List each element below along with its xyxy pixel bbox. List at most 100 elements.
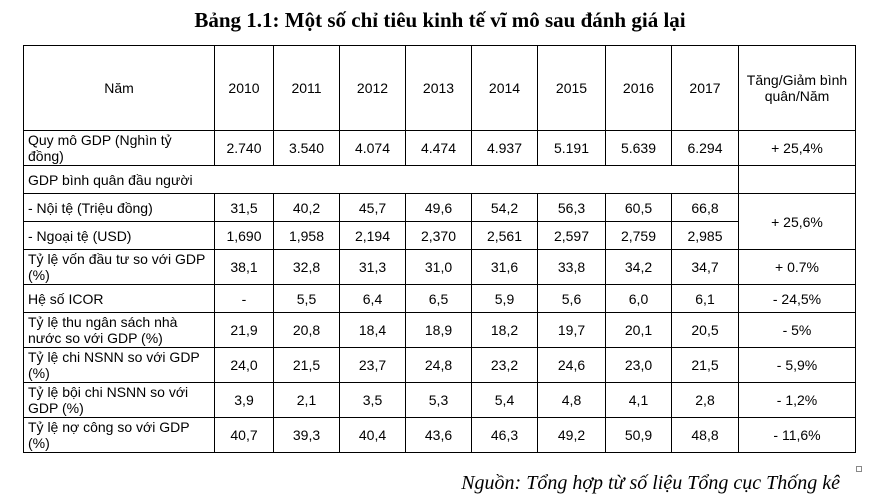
row-label: Hệ số ICOR xyxy=(23,284,215,313)
header-year: 2010 xyxy=(214,45,274,131)
header-row: Năm 2010 2011 2012 2013 2014 2015 2016 2… xyxy=(23,45,856,131)
cell-change: - 24,5% xyxy=(738,284,856,313)
cell-value: 49,6 xyxy=(405,193,472,222)
cell-change: + 25,6% xyxy=(738,193,856,250)
cell-value: 34,7 xyxy=(671,249,739,285)
cell-value: 31,6 xyxy=(471,249,538,285)
cell-value: 1,690 xyxy=(214,221,274,250)
table-row: - Ngoại tệ (USD) 1,690 1,958 2,194 2,370… xyxy=(23,221,856,250)
cell-value: 24,0 xyxy=(214,347,274,383)
cell-value: 5,9 xyxy=(471,284,538,313)
cell-value: 40,7 xyxy=(214,417,274,453)
row-label: - Ngoại tệ (USD) xyxy=(23,221,215,250)
empty-cell xyxy=(738,165,856,194)
cell-value: 6,1 xyxy=(671,284,739,313)
cell-value: 2,561 xyxy=(471,221,538,250)
cell-value: 19,7 xyxy=(537,312,606,348)
header-year: 2014 xyxy=(471,45,538,131)
cell-value: 31,5 xyxy=(214,193,274,222)
cell-value: 6.294 xyxy=(671,130,739,166)
cell-value: 2,194 xyxy=(339,221,406,250)
cell-value: 23,2 xyxy=(471,347,538,383)
cell-change: - 5,9% xyxy=(738,347,856,383)
cell-value: 18,4 xyxy=(339,312,406,348)
cell-value: 4,1 xyxy=(605,382,672,418)
cell-value: 23,0 xyxy=(605,347,672,383)
header-change: Tăng/Giảm bình quân/Năm xyxy=(738,45,856,131)
cell-value: 4.474 xyxy=(405,130,472,166)
cell-value: 54,2 xyxy=(471,193,538,222)
cell-value: 21,5 xyxy=(273,347,340,383)
cell-value: 21,5 xyxy=(671,347,739,383)
cell-value: 46,3 xyxy=(471,417,538,453)
cell-value: 2,8 xyxy=(671,382,739,418)
cell-value: 6,5 xyxy=(405,284,472,313)
row-label: Tỷ lệ vốn đầu tư so với GDP (%) xyxy=(23,249,215,285)
cell-change: + 0.7% xyxy=(738,249,856,285)
row-label: GDP bình quân đầu người xyxy=(23,165,739,194)
cell-value: 45,7 xyxy=(339,193,406,222)
cell-value: 4.937 xyxy=(471,130,538,166)
cell-value: 4.074 xyxy=(339,130,406,166)
cell-value: 1,958 xyxy=(273,221,340,250)
table-title: Bảng 1.1: Một số chỉ tiêu kinh tế vĩ mô … xyxy=(194,8,686,32)
cell-value: 20,5 xyxy=(671,312,739,348)
cell-value: 23,7 xyxy=(339,347,406,383)
source-note: Nguồn: Tổng hợp từ số liệu Tổng cục Thốn… xyxy=(461,472,840,494)
cell-change: - 1,2% xyxy=(738,382,856,418)
row-label: Tỷ lệ bội chi NSNN so với GDP (%) xyxy=(23,382,215,418)
cell-value: 3.540 xyxy=(273,130,340,166)
table-row: Tỷ lệ chi NSNN so với GDP (%) 24,0 21,5 … xyxy=(23,347,856,383)
cell-value: 2.740 xyxy=(214,130,274,166)
cell-value: 48,8 xyxy=(671,417,739,453)
cell-value: 2,759 xyxy=(605,221,672,250)
cell-value: 2,597 xyxy=(537,221,606,250)
cell-value: 49,2 xyxy=(537,417,606,453)
row-label: Tỷ lệ nợ công so với GDP (%) xyxy=(23,417,215,453)
table-row: Tỷ lệ vốn đầu tư so với GDP (%) 38,1 32,… xyxy=(23,249,856,285)
cell-value: 34,2 xyxy=(605,249,672,285)
cell-value: 20,8 xyxy=(273,312,340,348)
cell-value: 39,3 xyxy=(273,417,340,453)
row-label: Tỷ lệ thu ngân sách nhà nước so với GDP … xyxy=(23,312,215,348)
cell-value: 40,4 xyxy=(339,417,406,453)
table-row: - Nội tệ (Triệu đồng) 31,5 40,2 45,7 49,… xyxy=(23,193,856,250)
cell-value: 56,3 xyxy=(537,193,606,222)
table-row: Hệ số ICOR - 5,5 6,4 6,5 5,9 5,6 6,0 6,1… xyxy=(23,284,856,313)
cell-value: 6,0 xyxy=(605,284,672,313)
header-year: 2016 xyxy=(605,45,672,131)
table-row: Tỷ lệ thu ngân sách nhà nước so với GDP … xyxy=(23,312,856,348)
cell-value: 2,985 xyxy=(671,221,739,250)
header-year: 2012 xyxy=(339,45,406,131)
cell-value: 5,4 xyxy=(471,382,538,418)
cell-value: 5.639 xyxy=(605,130,672,166)
cell-value: 5.191 xyxy=(537,130,606,166)
cell-value: 33,8 xyxy=(537,249,606,285)
cell-value: 21,9 xyxy=(214,312,274,348)
cell-value: 2,370 xyxy=(405,221,472,250)
cell-value: 6,4 xyxy=(339,284,406,313)
cell-value: 60,5 xyxy=(605,193,672,222)
header-label: Năm xyxy=(23,45,215,131)
header-year: 2013 xyxy=(405,45,472,131)
cell-value: 32,8 xyxy=(273,249,340,285)
table-resize-handle[interactable] xyxy=(856,466,862,472)
table-row: Quy mô GDP (Nghìn tỷ đồng) 2.740 3.540 4… xyxy=(23,130,856,166)
cell-value: 31,3 xyxy=(339,249,406,285)
cell-value: 18,9 xyxy=(405,312,472,348)
cell-value: 3,5 xyxy=(339,382,406,418)
macro-indicators-table: Năm 2010 2011 2012 2013 2014 2015 2016 2… xyxy=(23,45,856,453)
cell-value: 5,6 xyxy=(537,284,606,313)
cell-value: 3,9 xyxy=(214,382,274,418)
header-year: 2015 xyxy=(537,45,606,131)
cell-value: 38,1 xyxy=(214,249,274,285)
header-year: 2011 xyxy=(273,45,340,131)
cell-change: - 11,6% xyxy=(738,417,856,453)
cell-value: 2,1 xyxy=(273,382,340,418)
cell-value: 50,9 xyxy=(605,417,672,453)
cell-value: 43,6 xyxy=(405,417,472,453)
table-row: Tỷ lệ nợ công so với GDP (%) 40,7 39,3 4… xyxy=(23,417,856,453)
cell-value: 18,2 xyxy=(471,312,538,348)
cell-change: + 25,4% xyxy=(738,130,856,166)
cell-value: 20,1 xyxy=(605,312,672,348)
